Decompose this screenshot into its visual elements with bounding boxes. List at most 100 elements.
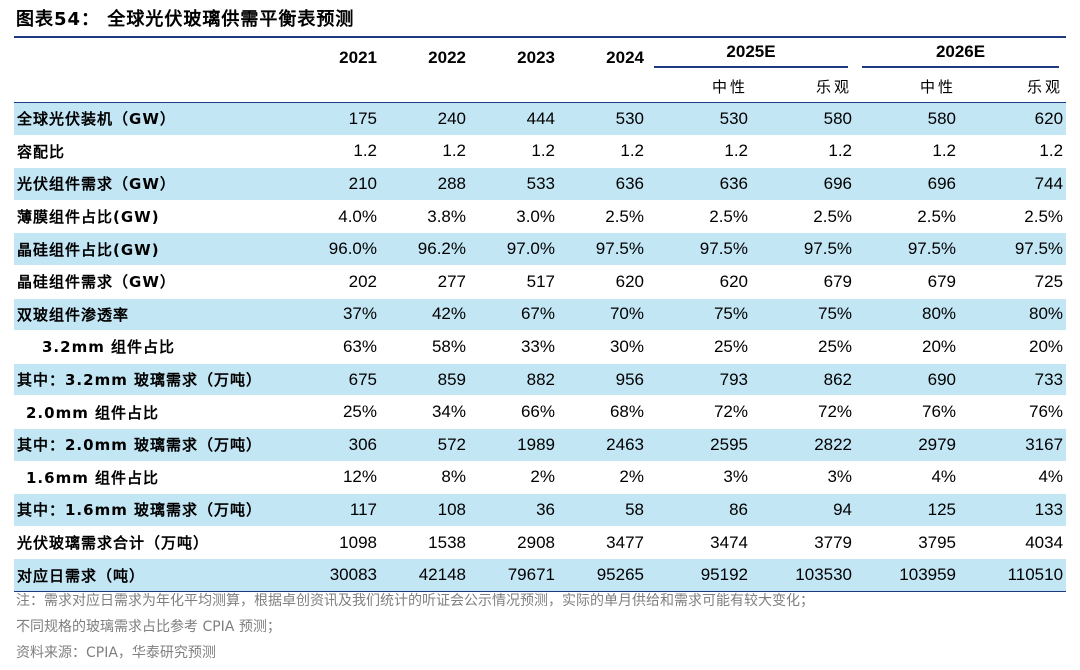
- table-cell: 97.5%: [959, 232, 1067, 266]
- table-row: 其中：3.2mm 玻璃需求（万吨） 675 859 882 956 793 862 690 73…: [14, 363, 1067, 396]
- table-row: 其中：1.6mm 玻璃需求（万吨） 117 108 36 58 86 94 125 133: [14, 493, 1067, 527]
- table-cell: 8%: [441, 467, 466, 487]
- table-cell: 3795: [918, 532, 957, 552]
- table-cell: 37%: [291, 298, 380, 331]
- table-cell: 80%: [959, 298, 1067, 331]
- table-cell: 42148: [380, 558, 469, 592]
- table-row: 光伏组件需求（GW） 210 288 533 636 636 696 696 744: [14, 167, 1067, 201]
- table-cell: 679: [823, 271, 853, 291]
- subheader-neutral: 中性: [647, 70, 751, 103]
- header-row-scenarios: 中性 乐观 中性 乐观: [14, 70, 1067, 103]
- table-cell: 25%: [342, 402, 377, 422]
- table-cell: 2.5%: [813, 206, 853, 226]
- table-cell: 96.2%: [380, 232, 469, 266]
- table-cell: 30%: [609, 336, 644, 356]
- table-cell: 679: [927, 271, 957, 291]
- table-cell: 80%: [855, 298, 960, 331]
- table-cell: 2.5%: [709, 206, 748, 226]
- table-cell: 58: [558, 493, 647, 527]
- figure-title: 图表54： 全球光伏玻璃供需平衡表预测: [16, 6, 1064, 34]
- table-row: 晶硅组件需求（GW） 202 277 517 620 620 679 679 725: [14, 265, 1067, 299]
- title-rule: [14, 36, 1066, 38]
- table-row: 双玻组件渗透率 37% 42% 67% 70% 75% 75% 80% 80%: [14, 298, 1067, 331]
- figure-label: 图表54：: [16, 9, 101, 30]
- table-cell: 2463: [558, 428, 647, 462]
- table-cell: 68%: [609, 402, 644, 422]
- row-label: 晶硅组件占比(GW): [14, 232, 291, 266]
- table-cell: 572: [380, 428, 469, 462]
- table-cell: 25%: [817, 336, 853, 356]
- table-cell: 859: [380, 363, 469, 396]
- table-cell: 20%: [1029, 336, 1064, 356]
- table-cell: 70%: [558, 298, 647, 331]
- table-cell: 76%: [921, 402, 957, 422]
- table-cell: 86: [647, 493, 751, 527]
- row-label: 光伏组件需求（GW）: [14, 167, 291, 201]
- table-cell: 75%: [751, 298, 856, 331]
- table-cell: 97.5%: [647, 232, 751, 266]
- table-cell: 725: [1034, 271, 1064, 291]
- table-row: 薄膜组件占比(GW) 4.0% 3.8% 3.0% 2.5% 2.5% 2.5% 2.5% 2.…: [14, 200, 1067, 233]
- table-cell: 67%: [469, 298, 558, 331]
- table-cell: 2.5%: [917, 206, 957, 226]
- table-cell: 108: [380, 493, 469, 527]
- row-label: 其中：3.2mm 玻璃需求（万吨）: [14, 363, 291, 396]
- note-line-2: 不同规格的玻璃需求占比参考 CPIA 预测；: [16, 619, 281, 635]
- table-cell: 20%: [921, 336, 957, 356]
- table-cell: 3477: [606, 532, 644, 552]
- table-cell: 1.2: [932, 141, 957, 161]
- table-cell: 277: [437, 271, 466, 291]
- row-label: 3.2mm 组件占比: [42, 338, 176, 357]
- table-cell: 75%: [647, 298, 751, 331]
- table-cell: 72%: [713, 402, 748, 422]
- table-cell: 1.2: [724, 141, 748, 161]
- row-label: 晶硅组件需求（GW）: [17, 273, 176, 292]
- table-cell: 76%: [1029, 402, 1064, 422]
- table-cell: 117: [291, 493, 380, 527]
- table-cell: 2908: [517, 532, 555, 552]
- table-cell: 733: [959, 363, 1067, 396]
- table-cell: 1538: [428, 532, 466, 552]
- table-cell: 133: [959, 493, 1067, 527]
- table-body: 全球光伏装机（GW） 175 240 444 530 530 580 580 620 容配比 1.2…: [14, 102, 1067, 592]
- table-row: 光伏玻璃需求合计（万吨） 1098 1538 2908 3477 3474 3779 3795…: [14, 526, 1067, 559]
- table-cell: 306: [291, 428, 380, 462]
- table-cell: 33%: [520, 336, 555, 356]
- table-cell: 79671: [469, 558, 558, 592]
- table-cell: 66%: [520, 402, 555, 422]
- table-cell: 580: [855, 102, 960, 136]
- row-label: 容配比: [17, 142, 66, 161]
- table-row: 晶硅组件占比(GW) 96.0% 96.2% 97.0% 97.5% 97.5% 97.5%…: [14, 232, 1067, 266]
- row-label: 其中：1.6mm 玻璃需求（万吨）: [14, 493, 291, 527]
- table-cell: 94: [751, 493, 856, 527]
- table-cell: 1.2: [1039, 141, 1064, 161]
- table-cell: 42%: [380, 298, 469, 331]
- table-cell: 97.5%: [558, 232, 647, 266]
- table-cell: 3167: [959, 428, 1067, 462]
- row-label: 双玻组件渗透率: [14, 298, 291, 331]
- table-cell: 2979: [855, 428, 960, 462]
- table-cell: 125: [855, 493, 960, 527]
- table-cell: 2%: [530, 467, 555, 487]
- supply-demand-table: 2021 2022 2023 2024 2025E 2026E 中性 乐观 中性…: [14, 38, 1067, 592]
- row-label: 1.6mm 组件占比: [26, 468, 160, 487]
- table-cell: 1.2: [442, 141, 466, 161]
- table-cell: 4034: [1025, 532, 1064, 552]
- table-cell: 580: [751, 102, 856, 136]
- row-label: 其中：2.0mm 玻璃需求（万吨）: [14, 428, 291, 462]
- table-cell: 636: [558, 167, 647, 201]
- row-label: 对应日需求（吨）: [14, 558, 291, 592]
- table-cell: 175: [291, 102, 380, 136]
- subheader-neutral: 中性: [855, 70, 960, 103]
- table-cell: 97.5%: [855, 232, 960, 266]
- subheader-optimistic: 乐观: [751, 70, 856, 103]
- table-cell: 63%: [342, 336, 377, 356]
- table-cell: 2.5%: [1024, 206, 1064, 226]
- table-cell: 862: [751, 363, 856, 396]
- table-cell: 620: [719, 271, 748, 291]
- table-cell: 3%: [827, 467, 853, 487]
- table-cell: 288: [380, 167, 469, 201]
- table-cell: 72%: [817, 402, 853, 422]
- table-cell: 793: [647, 363, 751, 396]
- table-cell: 3.8%: [427, 206, 466, 226]
